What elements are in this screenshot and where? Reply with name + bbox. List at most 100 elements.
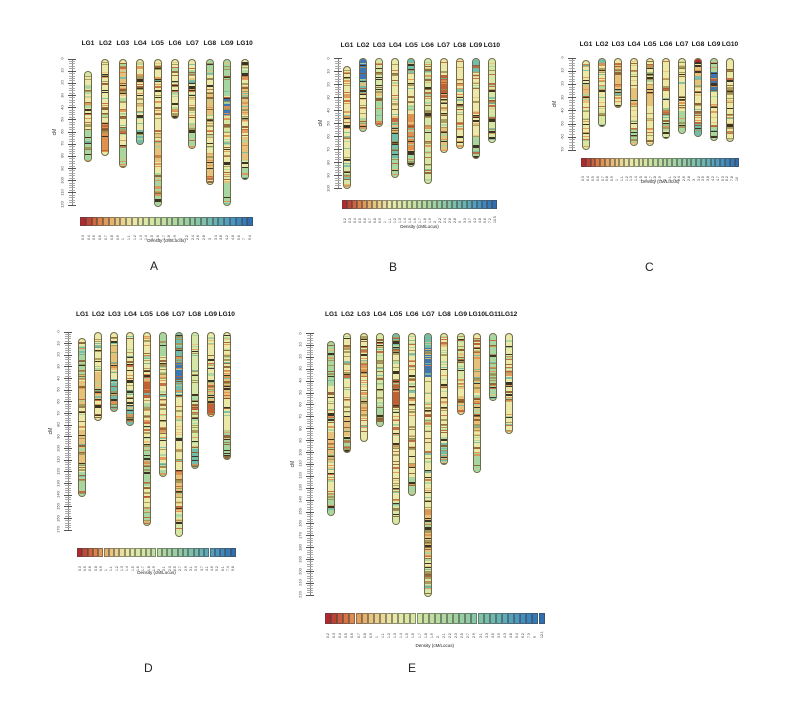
legend-color-cell — [188, 548, 194, 557]
marker-band — [392, 103, 399, 106]
axis-minor-tick — [307, 399, 313, 401]
marker-band — [679, 95, 685, 97]
marker-band — [102, 104, 109, 106]
marker-band — [409, 464, 416, 468]
marker-band — [328, 453, 335, 455]
marker-band — [159, 419, 166, 421]
marker-band — [631, 116, 637, 118]
marker-band — [679, 67, 685, 69]
marker-band — [456, 83, 463, 86]
marker-band — [473, 340, 480, 342]
marker-band — [583, 121, 589, 123]
marker-band — [137, 92, 144, 94]
marker-band — [615, 83, 621, 85]
marker-band — [506, 355, 513, 357]
axis-minor-tick — [65, 361, 71, 363]
marker-band — [143, 511, 150, 513]
marker-band — [344, 183, 350, 185]
marker-band — [119, 100, 126, 103]
marker-band — [425, 573, 432, 577]
marker-band — [376, 390, 383, 392]
marker-band — [127, 406, 134, 409]
marker-band — [79, 403, 86, 407]
marker-band — [695, 90, 701, 92]
axis-major-tick — [306, 582, 314, 584]
axis-minor-tick — [69, 90, 75, 92]
axis-minor-tick — [569, 112, 575, 114]
chromosome-tint-segment — [119, 64, 126, 96]
legend-color-cell — [467, 200, 472, 209]
marker-band — [679, 65, 685, 67]
legend-color-cell — [172, 217, 179, 226]
marker-band — [241, 121, 248, 123]
axis-minor-tick — [307, 378, 313, 380]
marker-band — [206, 134, 213, 137]
marker-band — [424, 101, 431, 104]
marker-band — [488, 88, 495, 90]
marker-band — [409, 343, 416, 345]
marker-band — [360, 108, 367, 110]
axis-major-tick — [64, 366, 72, 368]
marker-band — [79, 491, 86, 494]
marker-band — [119, 62, 126, 64]
marker-band — [409, 415, 416, 417]
axis-major-tick — [306, 428, 314, 430]
marker-band — [241, 140, 248, 143]
axis-minor-tick — [307, 480, 313, 482]
marker-band — [392, 388, 399, 390]
marker-band — [207, 359, 214, 361]
lg-header-lg7: LG7 — [186, 40, 199, 47]
marker-band — [457, 386, 464, 388]
panel-label-c: C — [645, 260, 654, 274]
marker-band — [457, 359, 464, 361]
marker-band — [154, 133, 161, 136]
marker-band — [409, 437, 416, 441]
marker-band — [727, 125, 733, 127]
marker-band — [79, 412, 86, 414]
marker-band — [472, 123, 479, 126]
marker-band — [119, 145, 126, 147]
marker-band — [241, 62, 248, 65]
marker-band — [191, 460, 198, 462]
marker-band — [360, 339, 367, 341]
marker-band — [472, 76, 479, 78]
marker-band — [191, 353, 198, 355]
axis-minor-tick — [307, 437, 313, 439]
marker-band — [328, 422, 335, 424]
marker-band — [376, 79, 383, 81]
marker-band — [159, 457, 166, 459]
marker-band — [344, 91, 350, 93]
axis-major-tick — [306, 404, 314, 406]
marker-band — [207, 339, 214, 341]
legend-color-cell — [720, 158, 725, 167]
chromosome-tint-segment — [223, 374, 230, 398]
legend-color-cell — [343, 613, 350, 624]
marker-band — [425, 517, 432, 519]
axis-minor-tick — [569, 120, 575, 122]
marker-band — [137, 140, 144, 142]
marker-band — [191, 427, 198, 429]
marker-band — [440, 113, 447, 115]
marker-band — [79, 444, 86, 446]
marker-band — [154, 179, 161, 181]
marker-band — [360, 341, 367, 343]
marker-band — [711, 135, 717, 137]
marker-band — [695, 111, 701, 113]
marker-band — [207, 374, 214, 377]
marker-band — [440, 134, 447, 137]
marker-band — [441, 397, 448, 399]
marker-band — [191, 394, 198, 396]
marker-band — [425, 477, 432, 479]
marker-band — [409, 434, 416, 436]
marker-band — [111, 340, 118, 343]
legend-color-cell — [422, 200, 427, 209]
axis-major-tick — [568, 123, 576, 125]
axis-minor-tick — [307, 352, 313, 354]
marker-band — [456, 136, 463, 139]
marker-band — [409, 340, 416, 342]
axis-minor-tick — [335, 154, 341, 156]
marker-band — [392, 337, 399, 339]
marker-band — [695, 65, 701, 67]
lg-header-lg7: LG7 — [421, 311, 435, 318]
